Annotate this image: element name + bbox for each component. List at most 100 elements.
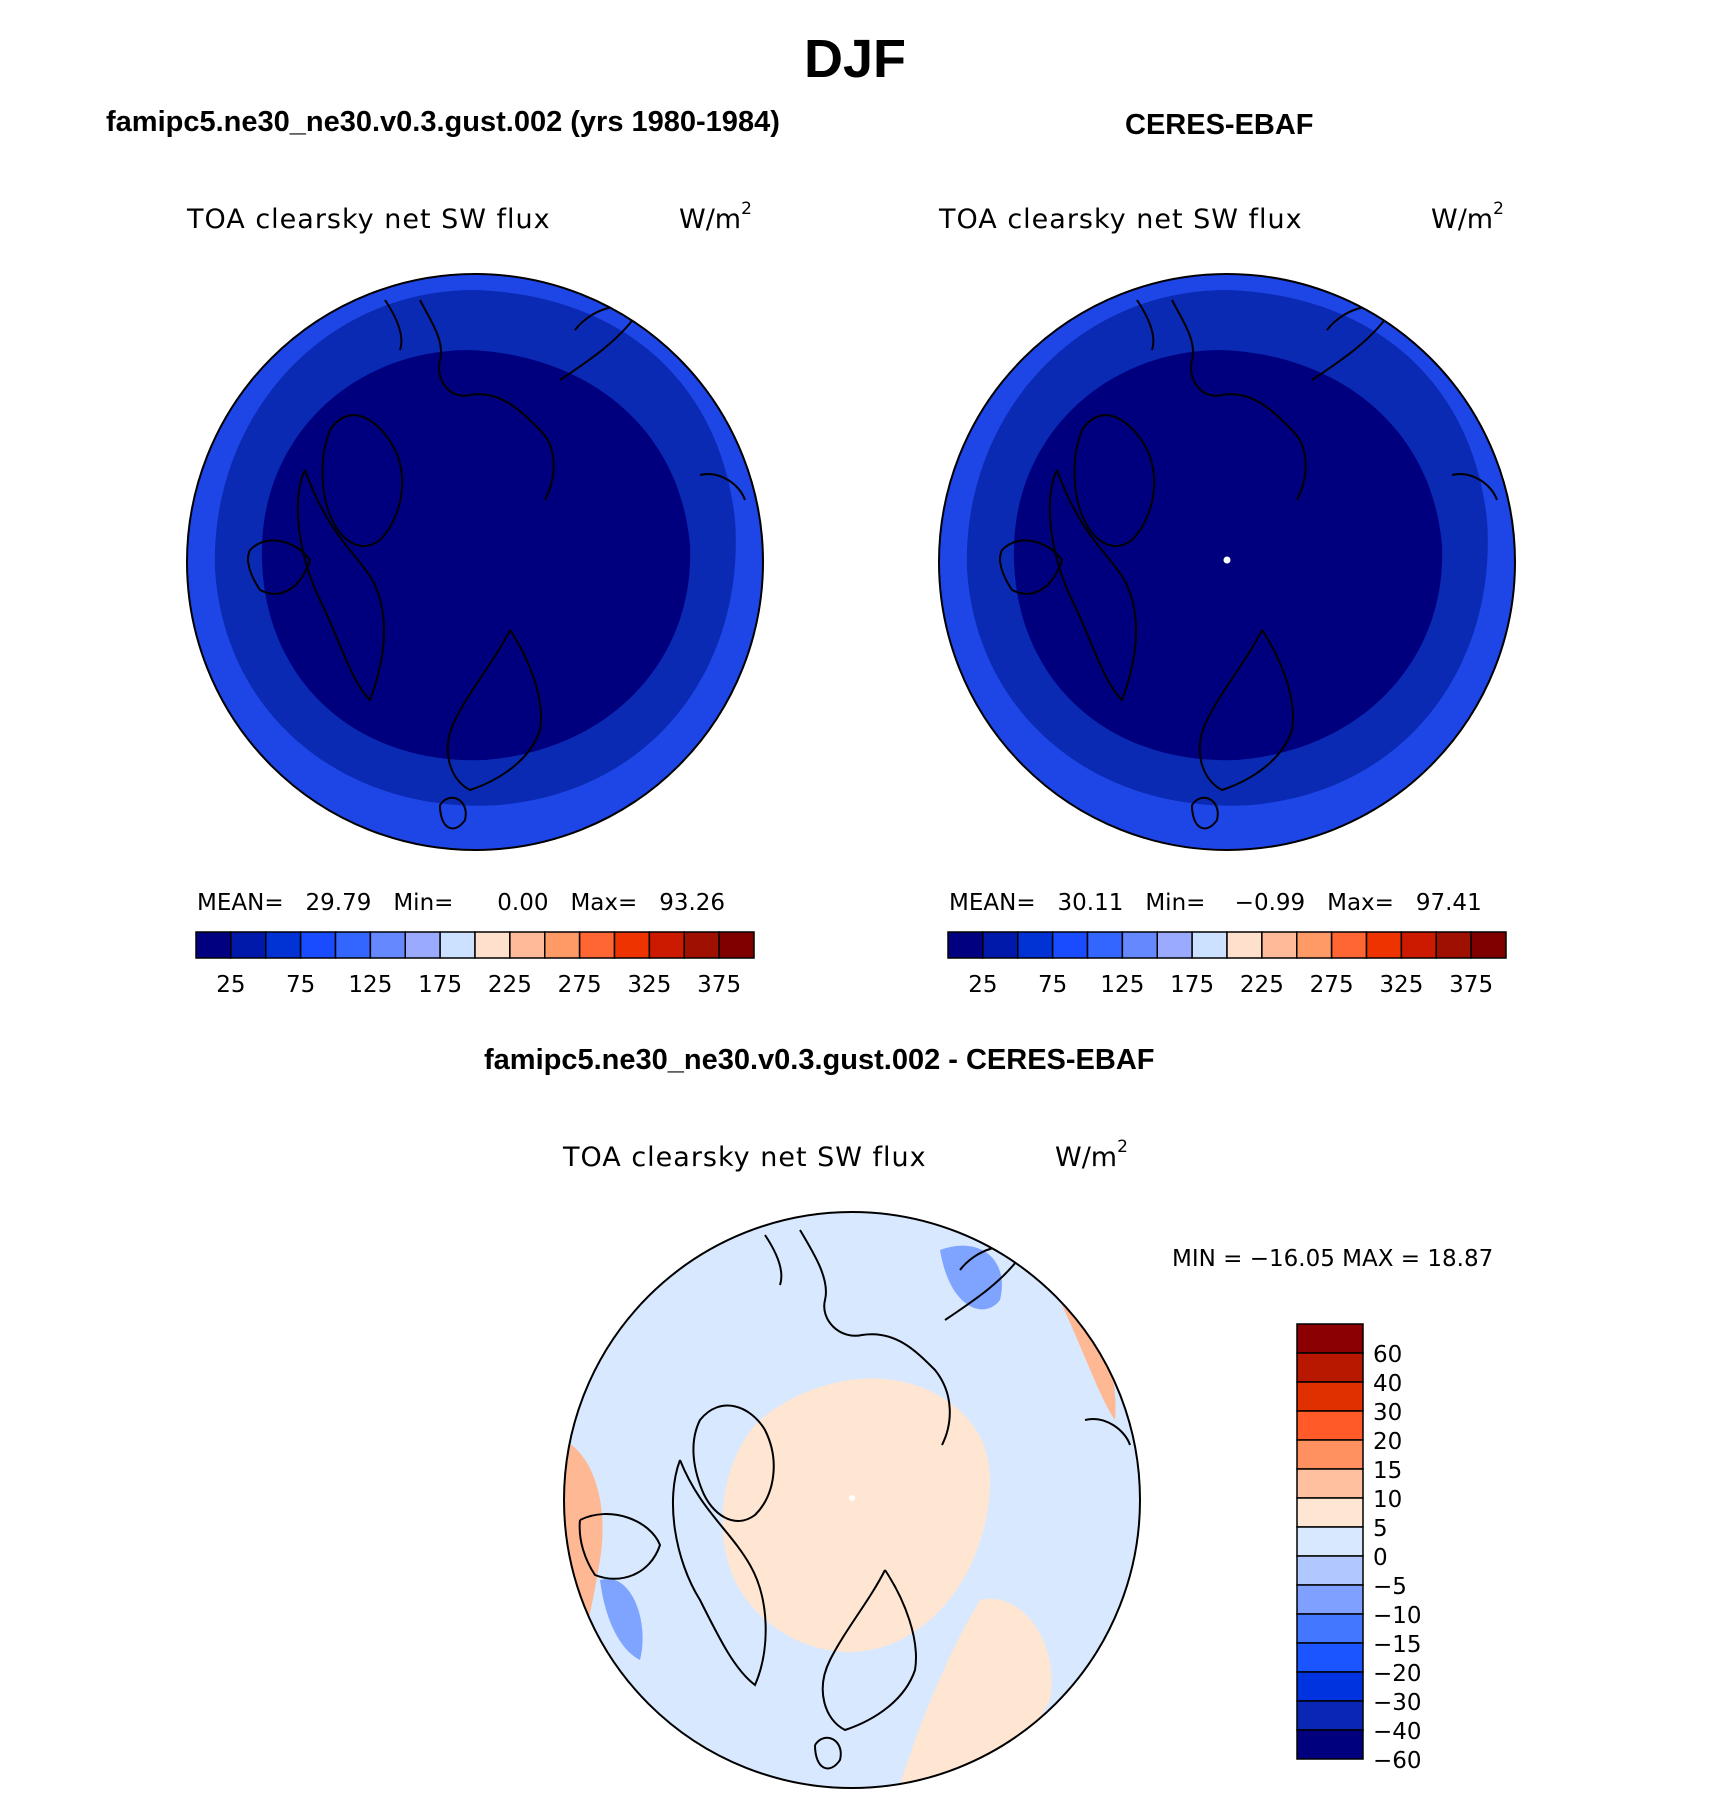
obs-colorbar-box (1296, 931, 1333, 959)
model-colorbar-box (265, 931, 302, 959)
obs-colorbar-box (1226, 931, 1263, 959)
diff-variable-title: TOA clearsky net SW flux (563, 1142, 927, 1173)
obs-colorbar-box (1121, 931, 1158, 959)
model-colorbar-box (578, 931, 616, 959)
diff-colorbar-tick-label: −40 (1373, 1719, 1422, 1745)
model-colorbar-box (334, 931, 372, 959)
model-colorbar-tick-label: 375 (697, 972, 742, 998)
obs-colorbar-tick-label: 175 (1170, 972, 1215, 998)
model-colorbar-box (683, 931, 720, 959)
diff-colorbar-box (1296, 1497, 1364, 1528)
diff-colorbar-tick-label: 60 (1373, 1342, 1403, 1368)
model-colorbar-box (509, 931, 546, 959)
diff-colorbar-box (1296, 1584, 1364, 1615)
diff-colorbar-tick-label: −10 (1373, 1603, 1422, 1629)
diff-colorbar-box (1296, 1526, 1364, 1557)
obs-colorbar-box (1086, 931, 1124, 959)
obs-colorbar-box (1470, 931, 1507, 959)
obs-colorbar (947, 931, 1507, 959)
obs-colorbar-box (1365, 931, 1403, 959)
diff-colorbar (1296, 1323, 1364, 1760)
obs-colorbar-box (947, 931, 984, 959)
model-colorbar-tick-label: 225 (487, 972, 532, 998)
diff-colorbar-tick-label: −5 (1373, 1574, 1407, 1600)
diff-colorbar-tick-label: −20 (1373, 1661, 1422, 1687)
obs-colorbar-box (1261, 931, 1298, 959)
diff-colorbar-tick-label: 10 (1373, 1487, 1403, 1513)
model-colorbar-box (718, 931, 755, 959)
diff-polar-map (564, 1212, 1140, 1788)
obs-colorbar-tick-label: 275 (1309, 972, 1354, 998)
obs-colorbar-box (1400, 931, 1437, 959)
model-colorbar-box (230, 931, 267, 959)
model-variable-title: TOA clearsky net SW flux (187, 204, 551, 235)
obs-colorbar-tick-label: 225 (1239, 972, 1284, 998)
model-panel-title: famipc5.ne30_ne30.v0.3.gust.002 (yrs 198… (106, 106, 780, 138)
obs-variable-title: TOA clearsky net SW flux (939, 204, 1303, 235)
model-map-border (186, 273, 764, 851)
diff-colorbar-tick-label: 20 (1373, 1429, 1403, 1455)
diff-colorbar-tick-label: 15 (1373, 1458, 1403, 1484)
obs-panel-title: CERES-EBAF (1125, 109, 1314, 141)
diff-panel-title: famipc5.ne30_ne30.v0.3.gust.002 - CERES-… (484, 1044, 1155, 1076)
model-colorbar-tick-label: 125 (348, 972, 393, 998)
diff-colorbar-box (1296, 1700, 1364, 1731)
obs-colorbar-tick-label: 125 (1100, 972, 1145, 998)
diff-map-border (563, 1211, 1141, 1789)
model-colorbar-box (404, 931, 441, 959)
obs-map-border (938, 273, 1516, 851)
obs-colorbar-tick-label: 375 (1449, 972, 1494, 998)
diff-colorbar-tick-label: 5 (1373, 1516, 1388, 1542)
obs-colorbar-box (1330, 931, 1368, 959)
obs-polar-map (939, 274, 1515, 850)
diff-colorbar-box (1296, 1352, 1364, 1383)
diff-minmax: MIN = −16.05 MAX = 18.87 (1172, 1246, 1494, 1272)
diff-colorbar-box (1296, 1439, 1364, 1470)
diff-colorbar-box (1296, 1410, 1364, 1441)
diff-colorbar-tick-label: 0 (1373, 1545, 1388, 1571)
diff-colorbar-tick-label: −60 (1373, 1748, 1422, 1774)
obs-colorbar-tick-label: 325 (1379, 972, 1424, 998)
season-title: DJF (803, 29, 906, 89)
model-colorbar-tick-label: 325 (627, 972, 672, 998)
diff-colorbar-box (1296, 1613, 1364, 1644)
model-colorbar-box (613, 931, 651, 959)
model-polar-map (187, 274, 763, 850)
diff-colorbar-box (1296, 1323, 1364, 1354)
diff-colorbar-tick-label: 40 (1373, 1371, 1403, 1397)
model-colorbar (195, 931, 755, 959)
model-stats: MEAN= 29.79 Min= 0.00 Max= 93.26 (197, 890, 726, 916)
model-colorbar-box (474, 931, 511, 959)
model-colorbar-box (369, 931, 406, 959)
obs-units: W/m2 (1431, 199, 1504, 236)
obs-colorbar-tick-label: 75 (1037, 972, 1068, 998)
obs-colorbar-tick-label: 25 (968, 972, 998, 998)
obs-colorbar-box (1051, 931, 1089, 959)
obs-colorbar-box (982, 931, 1019, 959)
diff-colorbar-tick-label: −15 (1373, 1632, 1422, 1658)
diff-colorbar-box (1296, 1555, 1364, 1586)
diff-colorbar-tick-label: 30 (1373, 1400, 1403, 1426)
obs-stats: MEAN= 30.11 Min= −0.99 Max= 97.41 (949, 890, 1482, 916)
model-colorbar-tick-label: 275 (557, 972, 602, 998)
model-colorbar-tick-label: 25 (216, 972, 246, 998)
model-colorbar-box (299, 931, 337, 959)
model-colorbar-box (439, 931, 476, 959)
diff-colorbar-box (1296, 1642, 1364, 1673)
model-units: W/m2 (679, 199, 752, 236)
model-colorbar-tick-label: 175 (418, 972, 463, 998)
diff-colorbar-box (1296, 1671, 1364, 1702)
diff-colorbar-tick-label: −30 (1373, 1690, 1422, 1716)
model-colorbar-box (544, 931, 581, 959)
diff-colorbar-box (1296, 1468, 1364, 1499)
diff-colorbar-box (1296, 1381, 1364, 1412)
obs-colorbar-box (1435, 931, 1472, 959)
model-colorbar-tick-label: 75 (285, 972, 316, 998)
model-colorbar-box (648, 931, 685, 959)
diff-colorbar-box (1296, 1729, 1364, 1760)
obs-colorbar-box (1156, 931, 1193, 959)
obs-colorbar-box (1017, 931, 1054, 959)
model-colorbar-box (195, 931, 232, 959)
diff-units: W/m2 (1055, 1137, 1128, 1174)
